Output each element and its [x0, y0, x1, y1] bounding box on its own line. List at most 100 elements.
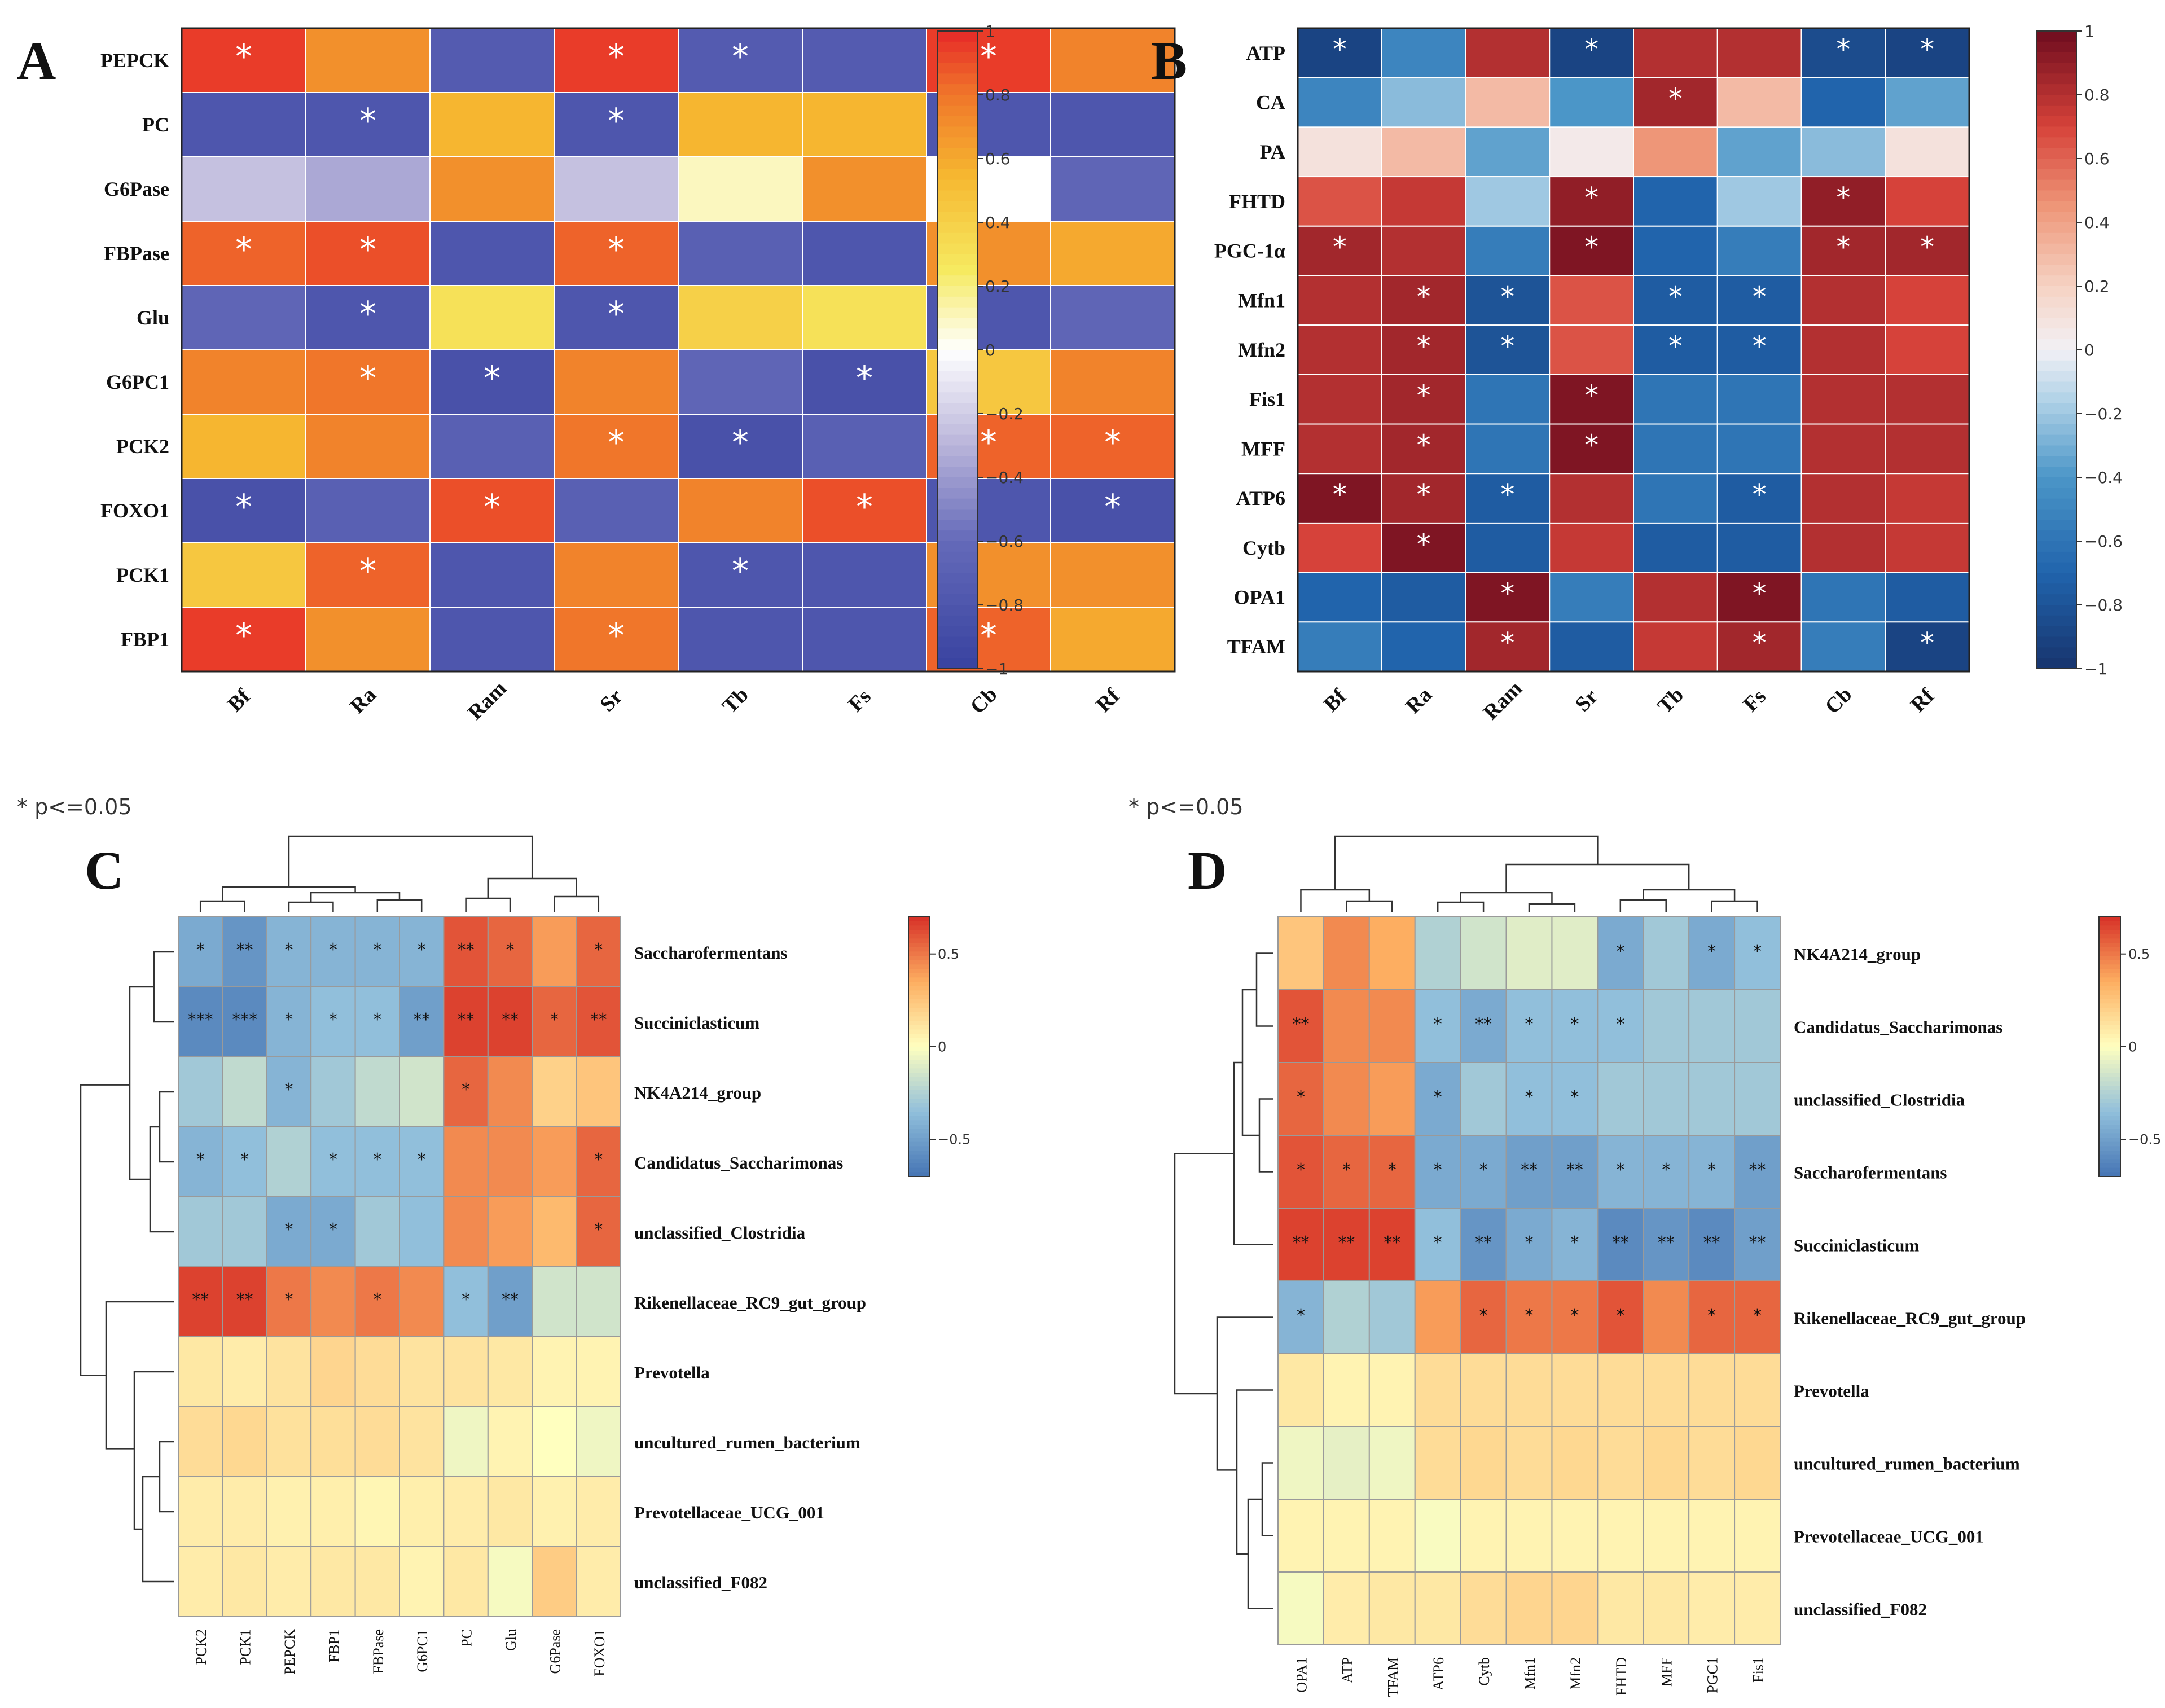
heatmap-cell: [1297, 423, 1382, 475]
heatmap-cell: [1460, 1571, 1507, 1645]
panel-d-colorbar-segment: [2099, 1077, 2120, 1082]
panel-a-colorbar-segment: [938, 636, 977, 648]
heatmap-cell: [1716, 423, 1802, 475]
heatmap-cell: [1050, 285, 1175, 350]
panel-d-colorbar-segment: [2099, 964, 2120, 969]
panel-c-colorbar-segment: [908, 1112, 930, 1117]
panel-c-colorbar-segment: [908, 1090, 930, 1095]
heatmap-cell: [181, 414, 306, 479]
column-label: FOXO1: [591, 1629, 608, 1676]
significance-mark: **: [1703, 1233, 1720, 1253]
heatmap-cell: [1734, 1208, 1781, 1281]
row-label: Candidatus_Saccharimonas: [1794, 1017, 2002, 1037]
significance-mark: *: [856, 359, 873, 398]
significance-mark: *: [235, 616, 252, 656]
heatmap-cell: [1414, 1499, 1461, 1573]
heatmap-cell: [1381, 28, 1466, 78]
heatmap-cell: [1633, 423, 1718, 475]
heatmap-cell: [1277, 1426, 1324, 1500]
heatmap-cell: [1414, 989, 1461, 1063]
row-label: Mfn2: [1238, 339, 1285, 361]
heatmap-cell: [1688, 1571, 1736, 1645]
significance-mark: *: [1417, 429, 1431, 462]
significance-mark: *: [980, 423, 997, 463]
heatmap-cell: [1716, 176, 1802, 227]
panel-c-colorbar-segment: [908, 1129, 930, 1134]
row-label: MFF: [1241, 437, 1285, 460]
panel-d-colorbar-segment: [2099, 1151, 2120, 1156]
panel-d-colorbar-segment: [2099, 938, 2120, 943]
significance-mark: ***: [188, 1010, 213, 1030]
row-dendrogram-branch: [1261, 1462, 1273, 1536]
heatmap-cell: [1323, 1499, 1370, 1573]
panel-d-colorbar-segment: [2099, 990, 2120, 995]
heatmap-cell: [1633, 28, 1718, 78]
panel-d-colorbar-segment: [2099, 1055, 2120, 1060]
panel-d-colorbar-segment: [2099, 1138, 2120, 1143]
row-dendrogram-branch: [129, 986, 154, 1180]
row-dendrogram-branch: [80, 1084, 130, 1376]
panel-b-colorbar-segment: [2037, 530, 2076, 542]
significance-mark: *: [608, 295, 625, 334]
column-label: Fis1: [1750, 1657, 1767, 1683]
panel-a-colorbar-segment: [938, 52, 977, 64]
heatmap-cell: [1643, 1353, 1690, 1427]
heatmap-cell: [222, 1406, 267, 1477]
significance-mark: *: [1616, 1160, 1624, 1180]
panel-a-colorbar-label: −0.4: [985, 468, 1024, 487]
panel-b-colorbar-segment: [2037, 328, 2076, 340]
heatmap-cell: [1323, 1426, 1370, 1500]
significance-mark: **: [236, 1290, 253, 1310]
heatmap-cell: [1734, 1426, 1781, 1500]
heatmap-cell: [354, 1266, 400, 1337]
heatmap-cell: [1465, 324, 1551, 375]
column-dendrogram-branch: [1619, 899, 1667, 912]
column-dendrogram-branch: [554, 895, 600, 912]
significance-mark: *: [1479, 1306, 1488, 1325]
heatmap-cell: [443, 1336, 489, 1407]
heatmap-cell: [181, 542, 306, 608]
heatmap-cell: [1551, 1208, 1599, 1281]
panel-b-colorbar-segment: [2037, 318, 2076, 330]
significance-mark: **: [1475, 1015, 1492, 1034]
heatmap-cell: [429, 28, 555, 93]
heatmap-cell: [1551, 1426, 1599, 1500]
heatmap-cell: [1716, 572, 1802, 623]
significance-mark: *: [1662, 1160, 1670, 1180]
heatmap-cell: [429, 414, 555, 479]
heatmap-cell: [1323, 1280, 1370, 1354]
heatmap-cell: [487, 1476, 533, 1547]
significance-mark: *: [359, 552, 376, 591]
panel-c-colorbar-segment: [908, 1077, 930, 1082]
panel-d-colorbar: 0.5 0 −0.5: [2098, 916, 2161, 1177]
heatmap-cell: [222, 1196, 267, 1267]
panel-c-colorbar-segment: [908, 973, 930, 978]
panel-c-heatmap: * ** * * * * ** * **** *** * * * ** ** ** * *** ** * * * * ** * *…: [80, 835, 866, 1676]
panel-b-colorbar-segment: [2037, 73, 2076, 85]
heatmap-cell: [1323, 1353, 1370, 1427]
significance-mark: *: [1434, 1233, 1442, 1253]
significance-mark: *: [1417, 379, 1431, 412]
heatmap-cell: [1505, 1499, 1553, 1573]
heatmap-cell: [1414, 916, 1461, 990]
panel-d-colorbar-segment: [2099, 1116, 2120, 1121]
panel-a-colorbar-segment: [938, 169, 977, 181]
heatmap-cell: [1688, 1208, 1736, 1281]
heatmap-cell: [1551, 989, 1599, 1063]
panel-d-colorbar-segment: [2099, 1060, 2120, 1065]
heatmap-cell: [1323, 1208, 1370, 1281]
panel-d-colorbar-segment: [2099, 1086, 2120, 1091]
significance-mark: *: [235, 37, 252, 77]
significance-mark: *: [373, 1150, 381, 1170]
panel-d-colorbar-segment: [2099, 1051, 2120, 1056]
heatmap-cell: [1368, 916, 1416, 990]
panel-b-colorbar-segment: [2037, 414, 2076, 425]
significance-mark: *: [1616, 942, 1624, 961]
heatmap-cell: [487, 1196, 533, 1267]
heatmap-cell: [1465, 473, 1551, 524]
heatmap-cell: [1885, 324, 1970, 375]
significance-mark: **: [502, 1290, 519, 1310]
column-label: MFF: [1659, 1657, 1675, 1687]
heatmap-cell: [1323, 989, 1370, 1063]
